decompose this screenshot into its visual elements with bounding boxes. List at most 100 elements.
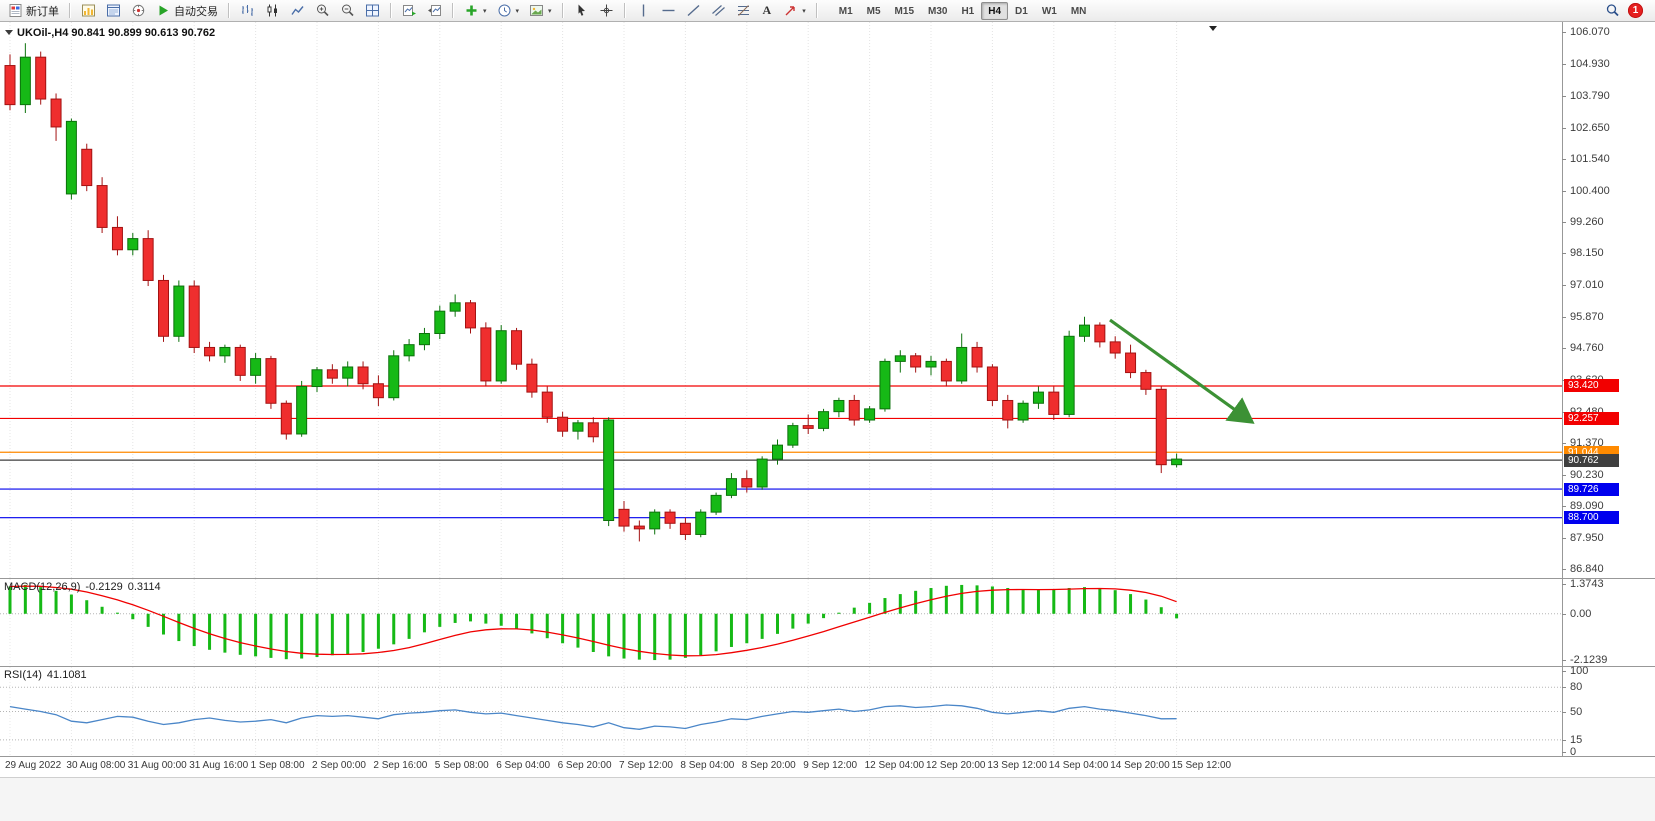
price-tick: 101.540 xyxy=(1562,152,1610,165)
time-label: 12 Sep 20:00 xyxy=(926,760,986,771)
time-label: 31 Aug 16:00 xyxy=(189,760,249,771)
trendline-icon xyxy=(687,4,700,17)
new-order-button[interactable]: 新订单 xyxy=(4,2,63,20)
trendline-tool-button[interactable] xyxy=(682,2,705,20)
tile-windows-button[interactable] xyxy=(361,2,384,20)
chevron-down-icon: ▾ xyxy=(515,7,520,15)
text-tool-button[interactable]: A xyxy=(757,2,778,20)
vertical-line-tool-button[interactable] xyxy=(632,2,655,20)
chart-shift-icon xyxy=(428,5,441,16)
auto-scroll-button[interactable] xyxy=(398,2,421,20)
rsi-chart[interactable] xyxy=(0,667,1562,756)
bar-chart-mode-button[interactable] xyxy=(236,2,259,20)
toolbar: 新订单 自动交易 xyxy=(0,0,1655,22)
horizontal-line-tool-button[interactable] xyxy=(657,2,680,20)
timeframe-button-m1[interactable]: M1 xyxy=(832,2,860,20)
data-window-icon xyxy=(107,4,120,17)
candlestick-chart[interactable] xyxy=(0,22,1562,578)
chevron-down-icon: ▾ xyxy=(483,7,487,15)
crosshair-icon xyxy=(600,4,613,17)
horizontal-line-icon xyxy=(662,9,675,12)
crosshair-tool-button[interactable] xyxy=(595,2,618,20)
toolbar-separator xyxy=(228,3,230,18)
zoom-out-button[interactable] xyxy=(336,2,359,20)
cursor-tool-button[interactable] xyxy=(570,2,593,20)
timeframe-button-w1[interactable]: W1 xyxy=(1035,2,1064,20)
chart-shift-marker-icon[interactable] xyxy=(1209,26,1217,31)
rsi-tick: 100 xyxy=(1561,665,1589,677)
panel-divider[interactable] xyxy=(0,756,1655,757)
macd-tick: 0.00 xyxy=(1561,607,1592,620)
zoom-in-icon xyxy=(317,4,329,17)
price-tick: 104.930 xyxy=(1562,58,1610,71)
timeframe-button-m15[interactable]: M15 xyxy=(888,2,921,20)
timeframe-button-h4[interactable]: H4 xyxy=(981,1,1009,20)
arrow-objects-icon xyxy=(785,6,795,16)
time-label: 15 Sep 12:00 xyxy=(1171,760,1232,771)
periods-button[interactable]: ▾ xyxy=(493,2,524,20)
panel-divider[interactable] xyxy=(0,578,1655,579)
toolbar-separator xyxy=(815,3,818,18)
timeframe-button-m5[interactable]: M5 xyxy=(860,2,888,20)
arrows-tool-button[interactable]: ▾ xyxy=(779,2,810,20)
indicators-button[interactable]: ▾ xyxy=(460,2,491,20)
chart-title: UKOil-,H4 90.841 90.899 90.613 90.762 xyxy=(17,27,216,39)
rsi-axis: 100 80 50 15 0 xyxy=(1561,665,1655,758)
price-badge-resistance-2: 92.257 xyxy=(1564,411,1619,425)
data-window-button[interactable] xyxy=(102,2,125,20)
price-tick: 87.950 xyxy=(1562,532,1604,545)
price-tick: 86.840 xyxy=(1562,563,1604,576)
time-label: 30 Aug 08:00 xyxy=(66,760,126,771)
time-label: 9 Sep 12:00 xyxy=(803,760,858,771)
price-tick: 100.400 xyxy=(1562,184,1610,197)
main-chart-panel[interactable]: UKOil-,H4 90.841 90.899 90.613 90.762 10… xyxy=(0,22,1655,578)
macd-chart[interactable] xyxy=(0,579,1562,666)
macd-panel[interactable]: MACD(12,26,9) -0.2129 0.3114 1.3743 0.00 -2.… xyxy=(0,578,1655,666)
line-chart-mode-button[interactable] xyxy=(286,2,309,20)
price-tick: 106.070 xyxy=(1562,26,1610,39)
notification-badge[interactable]: 1 xyxy=(1628,3,1643,18)
time-label: 29 Aug 2022 xyxy=(5,760,62,771)
timeframe-button-m30[interactable]: M30 xyxy=(921,2,954,20)
candlestick-mode-button[interactable] xyxy=(261,2,284,20)
rsi-name: RSI(14) xyxy=(4,669,42,681)
time-axis[interactable]: 29 Aug 2022 30 Aug 08:00 31 Aug 00:00 31 Au… xyxy=(0,757,1655,776)
autotrading-button[interactable]: 自动交易 xyxy=(152,2,222,20)
fibonacci-tool-button[interactable] xyxy=(732,2,755,20)
trend-arrow-annotation[interactable] xyxy=(1109,318,1255,424)
panel-divider[interactable] xyxy=(0,666,1655,667)
price-badge-resistance-1: 93.420 xyxy=(1564,379,1619,393)
toolbar-separator xyxy=(623,3,626,18)
rsi-panel[interactable]: RSI(14) 41.1081 100 80 50 15 0 xyxy=(0,665,1655,758)
grid xyxy=(9,22,1178,578)
time-label: 14 Sep 20:00 xyxy=(1110,760,1170,771)
timeframe-button-h1[interactable]: H1 xyxy=(954,2,981,20)
rsi-tick: 0 xyxy=(1561,746,1577,758)
rsi-tick: 15 xyxy=(1561,733,1583,746)
channel-tool-button[interactable] xyxy=(707,2,730,20)
macd-histogram xyxy=(8,584,1179,661)
price-tick: 103.790 xyxy=(1562,90,1610,103)
status-strip xyxy=(0,777,1655,821)
one-click-trading-toggle-icon[interactable] xyxy=(5,30,13,35)
rsi-value: 41.1081 xyxy=(46,669,87,681)
zoom-in-button[interactable] xyxy=(311,2,334,20)
chevron-down-icon: ▾ xyxy=(802,7,806,15)
timeframe-button-mn[interactable]: MN xyxy=(1064,2,1094,20)
search-icon[interactable] xyxy=(1605,3,1620,18)
template-image-icon xyxy=(530,5,544,16)
chart-shift-button[interactable] xyxy=(423,2,446,20)
time-label: 13 Sep 12:00 xyxy=(987,760,1047,771)
time-label: 5 Sep 08:00 xyxy=(434,760,489,771)
candlestick-icon xyxy=(267,4,277,17)
autotrading-label: 自动交易 xyxy=(174,5,218,18)
macd-label: MACD(12,26,9) -0.2129 0.3114 xyxy=(4,581,166,593)
autotrading-play-icon xyxy=(159,5,168,16)
navigator-icon xyxy=(132,4,145,17)
price-tick: 90.230 xyxy=(1562,468,1604,481)
market-watch-button[interactable] xyxy=(77,2,100,20)
templates-button[interactable]: ▾ xyxy=(525,2,556,20)
price-axis[interactable]: 106.070 104.930 103.790 102.650 101.540 100.4… xyxy=(1562,22,1655,578)
navigator-button[interactable] xyxy=(127,2,150,20)
timeframe-button-d1[interactable]: D1 xyxy=(1008,2,1035,20)
